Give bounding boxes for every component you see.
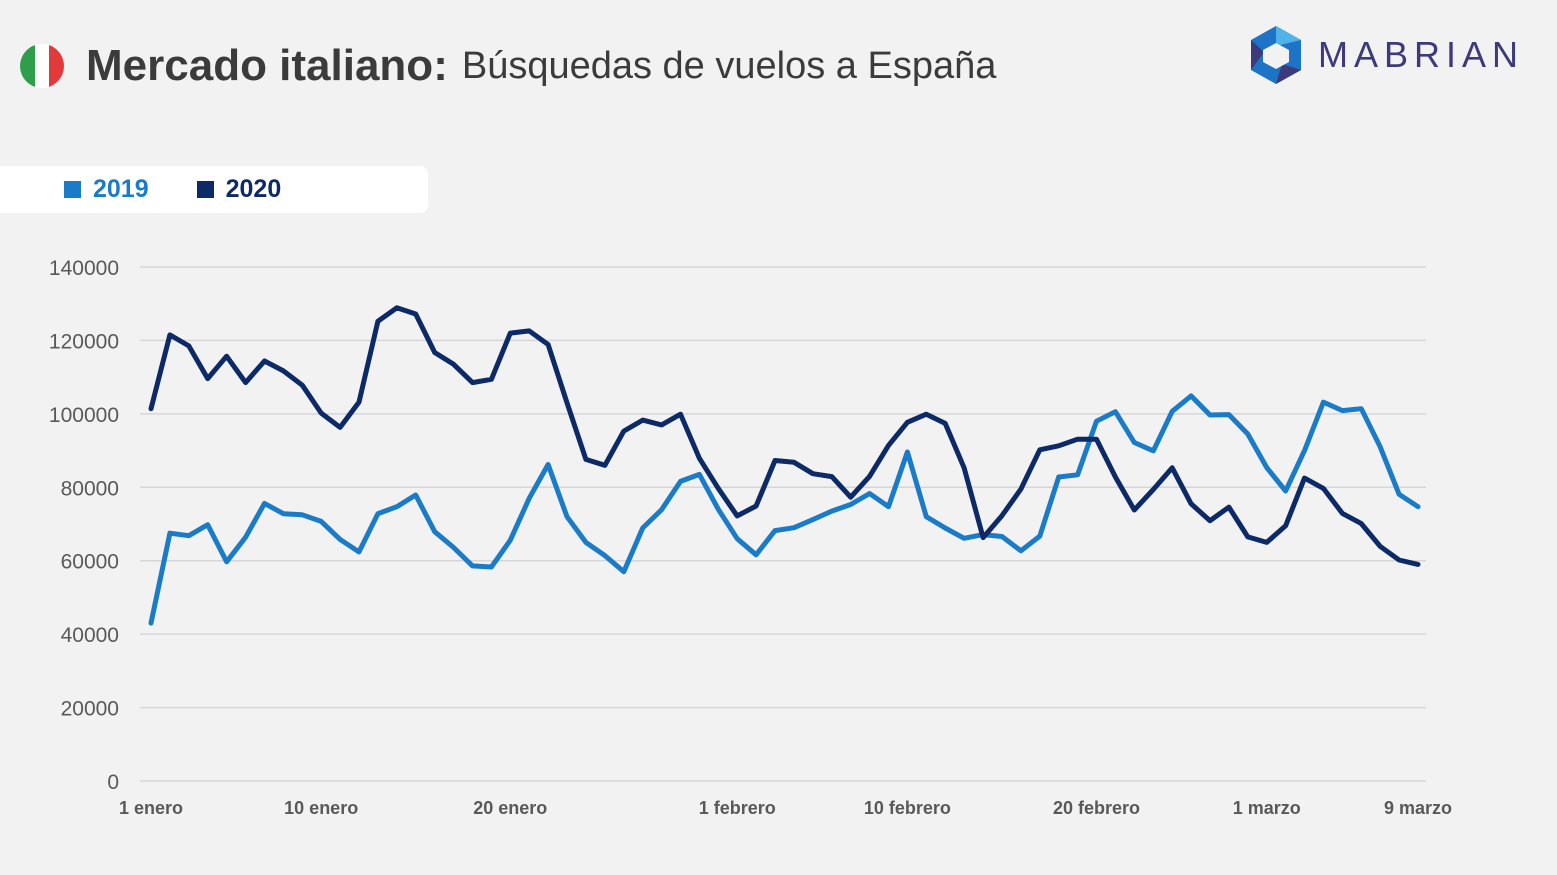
y-tick-label-120000: 120000 <box>49 330 119 353</box>
x-tick-label-2: 20 enero <box>473 798 547 818</box>
italy-flag-icon <box>20 44 64 88</box>
legend-swatch-2020 <box>196 181 214 198</box>
legend-label-2019: 2019 <box>93 175 149 203</box>
page-title-light: Búsquedas de vuelos a España <box>461 44 997 87</box>
mabrian-logo: MABRIAN <box>1248 24 1524 86</box>
x-tick-label-1: 10 enero <box>284 798 358 818</box>
y-tick-label-140000: 140000 <box>49 257 119 280</box>
series-line-2019 <box>148 393 1421 626</box>
y-tick-label-40000: 40000 <box>61 624 119 647</box>
x-tick-label-5: 20 febrero <box>1053 798 1140 818</box>
y-tick-label-20000: 20000 <box>61 698 119 721</box>
legend-item-2019: 2019 <box>64 175 149 204</box>
x-tick-label-3: 1 febrero <box>699 798 776 818</box>
mabrian-hexagon-icon <box>1251 26 1301 84</box>
series-line-2020 <box>148 305 1421 567</box>
flag-stripe-white <box>34 44 50 88</box>
chart-legend: 2019 2020 <box>0 166 428 213</box>
y-tick-label-60000: 60000 <box>61 551 119 574</box>
x-tick-label-6: 1 marzo <box>1233 798 1301 818</box>
x-tick-label-4: 10 febrero <box>864 798 951 818</box>
flag-stripe-red <box>49 44 64 88</box>
y-tick-label-80000: 80000 <box>61 477 119 500</box>
logo-text: MABRIAN <box>1318 34 1525 75</box>
y-tick-label-100000: 100000 <box>49 404 119 427</box>
legend-label-2020: 2020 <box>225 175 282 203</box>
flag-stripe-green <box>20 44 35 88</box>
page-title-bold: Mercado italiano: <box>86 41 448 90</box>
y-tick-label-0: 0 <box>107 771 119 794</box>
x-tick-label-7: 9 marzo <box>1384 798 1452 818</box>
legend-swatch-2019 <box>64 181 81 198</box>
header: Mercado italiano: Búsquedas de vuelos a … <box>20 38 996 94</box>
legend-item-2020: 2020 <box>196 175 282 204</box>
x-tick-label-0: 1 enero <box>119 798 183 818</box>
